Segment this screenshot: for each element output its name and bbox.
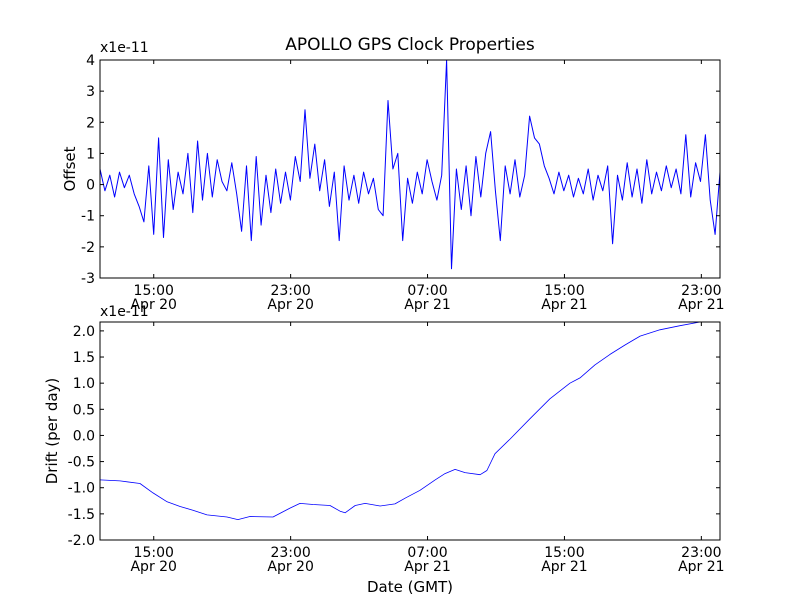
drift-axes: -2.0-1.5-1.0-0.50.00.51.01.52.015:00Apr … [43,304,725,596]
y-offset-multiplier: x1e-11 [100,40,149,56]
y-tick-label: 0.5 [73,402,95,418]
x-tick-date-label: Apr 21 [404,559,450,575]
y-tick-label: -1.5 [68,507,95,523]
y-tick-label: 3 [86,84,95,100]
x-tick-date-label: Apr 21 [678,559,724,575]
axes-frame [99,321,721,541]
x-tick-time-label: 07:00 [407,283,447,299]
x-tick-date-label: Apr 21 [541,297,587,313]
axes-frame [99,59,721,279]
y-tick-label: -1.0 [68,481,95,497]
x-tick-date-label: Apr 21 [404,297,450,313]
y-tick-label: -0.5 [68,455,95,471]
x-tick-time-label: 23:00 [681,545,721,561]
y-tick-label: -2 [81,240,95,256]
x-tick-time-label: 07:00 [407,545,447,561]
y-tick-label: -3 [81,271,95,287]
y-tick-label: 1.0 [73,376,95,392]
series-line-offset [99,59,721,270]
x-tick-date-label: Apr 21 [678,297,724,313]
y-tick-label: 1 [86,146,95,162]
y-offset-multiplier: x1e-11 [100,304,149,320]
x-tick-date-label: Apr 20 [130,297,176,313]
x-tick-time-label: 23:00 [681,283,721,299]
x-tick-date-label: Apr 20 [130,559,176,575]
x-tick-date-label: Apr 20 [267,559,313,575]
x-tick-time-label: 23:00 [270,545,310,561]
y-axis-label: Offset [61,146,79,191]
x-tick-date-label: Apr 21 [541,559,587,575]
series-line-drift [99,321,720,520]
x-tick-time-label: 23:00 [270,283,310,299]
y-tick-label: 4 [86,53,95,69]
x-tick-time-label: 15:00 [134,545,174,561]
x-axis-label: Date (GMT) [367,578,453,596]
y-tick-label: 2 [86,115,95,131]
x-tick-time-label: 15:00 [544,283,584,299]
y-tick-label: 2.0 [73,324,95,340]
y-axis-label: Drift (per day) [43,378,61,485]
x-tick-date-label: Apr 20 [267,297,313,313]
chart-title: APOLLO GPS Clock Properties [285,35,535,55]
y-tick-label: 0 [86,178,95,194]
y-tick-label: -2.0 [68,533,95,549]
y-tick-label: 1.5 [73,350,95,366]
y-tick-label: -1 [81,209,95,225]
y-tick-label: 0.0 [73,428,95,444]
x-tick-time-label: 15:00 [544,545,584,561]
x-tick-time-label: 15:00 [134,283,174,299]
